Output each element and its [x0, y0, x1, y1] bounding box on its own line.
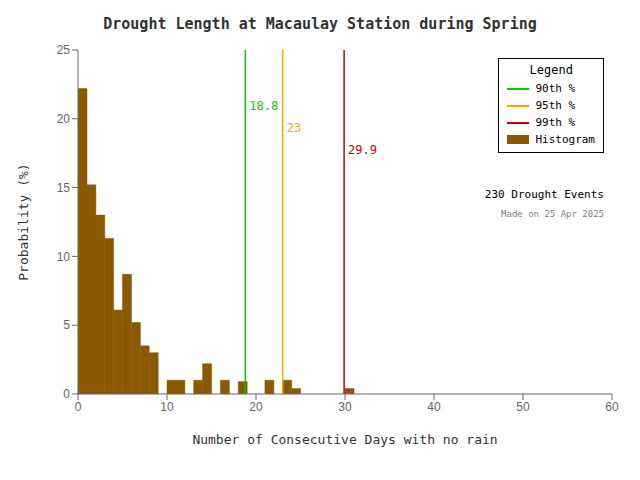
svg-text:0: 0	[63, 387, 70, 401]
svg-text:Number of Consecutive Days wit: Number of Consecutive Days with no rain	[192, 432, 497, 447]
svg-text:0: 0	[75, 400, 82, 414]
html-text:99th %: 99th %	[535, 116, 576, 129]
svg-text:29.9: 29.9	[348, 143, 377, 157]
svg-text:5: 5	[63, 318, 70, 332]
svg-text:20: 20	[57, 112, 71, 126]
html-text:230 Drought Events: 230 Drought Events	[484, 187, 604, 201]
html-text:Legend: Legend	[529, 63, 573, 77]
html-text:Histogram: Histogram	[535, 133, 595, 146]
html-text:90th %: 90th %	[535, 82, 576, 95]
svg-text:50: 50	[516, 400, 530, 414]
svg-text:60: 60	[605, 400, 619, 414]
svg-text:25: 25	[57, 43, 71, 57]
html-text:Made on 25 Apr 2025: Made on 25 Apr 2025	[501, 208, 604, 219]
svg-text:18.8: 18.8	[249, 99, 278, 113]
svg-text:10: 10	[160, 400, 174, 414]
svg-text:40: 40	[427, 400, 441, 414]
svg-text:30: 30	[338, 400, 352, 414]
svg-text:23: 23	[287, 121, 301, 135]
svg-text:10: 10	[57, 250, 71, 264]
html-text:Drought Length at Macaulay Sta: Drought Length at Macaulay Station durin…	[103, 15, 537, 33]
svg-text:Probability (%): Probability (%)	[16, 163, 31, 280]
svg-text:20: 20	[249, 400, 263, 414]
svg-text:15: 15	[57, 181, 71, 195]
html-text:95th %: 95th %	[535, 99, 576, 112]
